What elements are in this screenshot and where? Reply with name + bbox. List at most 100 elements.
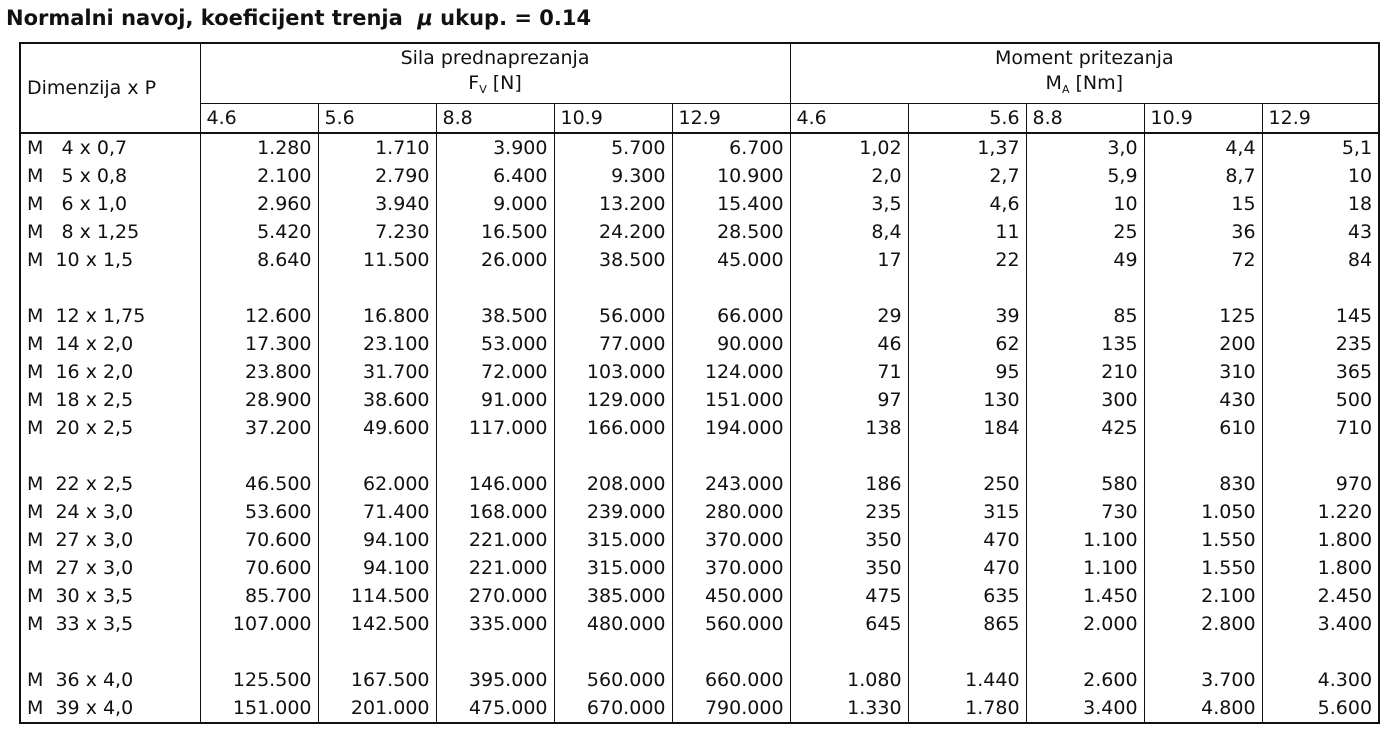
force-value-cell: 13.200 xyxy=(553,190,672,218)
torque-value-cell: 430 xyxy=(1143,386,1263,414)
torque-value-cell: 475 xyxy=(789,582,909,610)
force-value-cell: 66.000 xyxy=(671,302,791,330)
torque-value-cell: 3,5 xyxy=(789,190,909,218)
spacer-cell xyxy=(1261,638,1381,666)
spacer-cell xyxy=(789,442,909,470)
force-unit: FV [N] xyxy=(207,71,784,102)
dimension-cell: M 39 x 4,0 xyxy=(19,694,200,724)
torque-value-cell: 25 xyxy=(1025,218,1145,246)
torque-value-cell: 1,02 xyxy=(789,133,909,162)
torque-value-cell: 865 xyxy=(907,610,1027,638)
table-row: M 33 x 3,5 107.000 142.500 335.000 480.000 56… xyxy=(19,610,1381,638)
force-value-cell: 38.600 xyxy=(317,386,436,414)
table-header: Dimenzija x P Sila prednaprezanja FV [N]… xyxy=(19,42,1381,134)
force-grade-header: 12.9 xyxy=(671,103,791,134)
table-row: M 22 x 2,5 46.500 62.000 146.000 208.000 243.… xyxy=(19,470,1381,498)
table-row: M 39 x 4,0 151.000 201.000 475.000 670.000 79… xyxy=(19,694,1381,724)
force-value-cell: 6.400 xyxy=(435,162,554,190)
torque-value-cell: 3.400 xyxy=(1025,694,1145,724)
dimension-cell: M 5 x 0,8 xyxy=(19,162,200,190)
torque-value-cell: 1,37 xyxy=(907,133,1027,162)
torque-value-cell: 2.450 xyxy=(1261,582,1381,610)
torque-value-cell: 730 xyxy=(1025,498,1145,526)
title-suffix: ukup. = 0.14 xyxy=(440,6,592,30)
spacer-cell xyxy=(1025,274,1145,302)
torque-value-cell: 29 xyxy=(789,302,909,330)
table-row: M 8 x 1,25 5.420 7.230 16.500 24.200 28.500 8,… xyxy=(19,218,1381,246)
table-row: M 12 x 1,75 12.600 16.800 38.500 56.000 66.00… xyxy=(19,302,1381,330)
force-value-cell: 270.000 xyxy=(435,582,554,610)
torque-value-cell: 1.780 xyxy=(907,694,1027,724)
spacer-cell xyxy=(553,638,672,666)
force-value-cell: 23.800 xyxy=(199,358,318,386)
force-value-cell: 62.000 xyxy=(317,470,436,498)
torque-value-cell: 1.800 xyxy=(1261,554,1381,582)
torque-value-cell: 84 xyxy=(1261,246,1381,274)
torque-value-cell: 2,0 xyxy=(789,162,909,190)
torque-value-cell: 1.550 xyxy=(1143,526,1263,554)
torque-value-cell: 1.440 xyxy=(907,666,1027,694)
force-grade-header: 5.6 xyxy=(317,103,436,134)
force-value-cell: 124.000 xyxy=(671,358,791,386)
table-row: M 4 x 0,7 1.280 1.710 3.900 5.700 6.700 1,02 1,… xyxy=(19,133,1381,162)
torque-value-cell: 8,4 xyxy=(789,218,909,246)
spacer-cell xyxy=(199,638,318,666)
dimension-cell: M 20 x 2,5 xyxy=(19,414,200,442)
torque-value-cell: 15 xyxy=(1143,190,1263,218)
torque-value-cell: 425 xyxy=(1025,414,1145,442)
torque-value-cell: 3.700 xyxy=(1143,666,1263,694)
dimension-cell: M 8 x 1,25 xyxy=(19,218,200,246)
torque-value-cell: 95 xyxy=(907,358,1027,386)
torque-value-cell: 2.100 xyxy=(1143,582,1263,610)
torque-value-cell: 235 xyxy=(1261,330,1381,358)
torque-value-cell: 2,7 xyxy=(907,162,1027,190)
spacer-cell xyxy=(317,274,436,302)
dimension-cell: M 27 x 3,0 xyxy=(19,526,200,554)
spacer-cell xyxy=(435,638,554,666)
force-value-cell: 280.000 xyxy=(671,498,791,526)
force-value-cell: 3.900 xyxy=(435,133,554,162)
force-value-cell: 790.000 xyxy=(671,694,791,724)
torque-value-cell: 5,1 xyxy=(1261,133,1381,162)
torque-value-cell: 43 xyxy=(1261,218,1381,246)
torque-value-cell: 125 xyxy=(1143,302,1263,330)
spacer-cell xyxy=(19,638,200,666)
force-value-cell: 5.700 xyxy=(553,133,672,162)
force-value-cell: 11.500 xyxy=(317,246,436,274)
torque-value-cell: 2.800 xyxy=(1143,610,1263,638)
torque-value-cell: 470 xyxy=(907,526,1027,554)
torque-value-cell: 4,4 xyxy=(1143,133,1263,162)
force-value-cell: 243.000 xyxy=(671,470,791,498)
force-value-cell: 221.000 xyxy=(435,526,554,554)
torque-grade-header: 12.9 xyxy=(1261,103,1381,134)
force-value-cell: 2.960 xyxy=(199,190,318,218)
torque-value-cell: 310 xyxy=(1143,358,1263,386)
torque-value-cell: 145 xyxy=(1261,302,1381,330)
dimension-header-label: Dimenzija x P xyxy=(27,77,157,99)
spacer-cell xyxy=(671,638,791,666)
force-value-cell: 2.790 xyxy=(317,162,436,190)
torque-value-cell: 350 xyxy=(789,526,909,554)
torque-grade-header: 8.8 xyxy=(1025,103,1145,134)
force-value-cell: 28.500 xyxy=(671,218,791,246)
dimension-cell: M 36 x 4,0 xyxy=(19,666,200,694)
dimension-cell: M 22 x 2,5 xyxy=(19,470,200,498)
dimension-cell: M 30 x 3,5 xyxy=(19,582,200,610)
force-value-cell: 85.700 xyxy=(199,582,318,610)
torque-value-cell: 71 xyxy=(789,358,909,386)
force-value-cell: 23.100 xyxy=(317,330,436,358)
torque-value-cell: 350 xyxy=(789,554,909,582)
torque-value-cell: 250 xyxy=(907,470,1027,498)
force-grade-header: 8.8 xyxy=(435,103,554,134)
torque-value-cell: 2.600 xyxy=(1025,666,1145,694)
spacer-cell xyxy=(789,274,909,302)
force-value-cell: 26.000 xyxy=(435,246,554,274)
table-row: M 20 x 2,5 37.200 49.600 117.000 166.000 194.… xyxy=(19,414,1381,442)
torque-value-cell: 2.000 xyxy=(1025,610,1145,638)
dimension-cell: M 12 x 1,75 xyxy=(19,302,200,330)
torque-value-cell: 210 xyxy=(1025,358,1145,386)
force-value-cell: 9.000 xyxy=(435,190,554,218)
torque-unit: MA [Nm] xyxy=(797,71,1373,102)
dimension-cell: M 33 x 3,5 xyxy=(19,610,200,638)
force-value-cell: 2.100 xyxy=(199,162,318,190)
